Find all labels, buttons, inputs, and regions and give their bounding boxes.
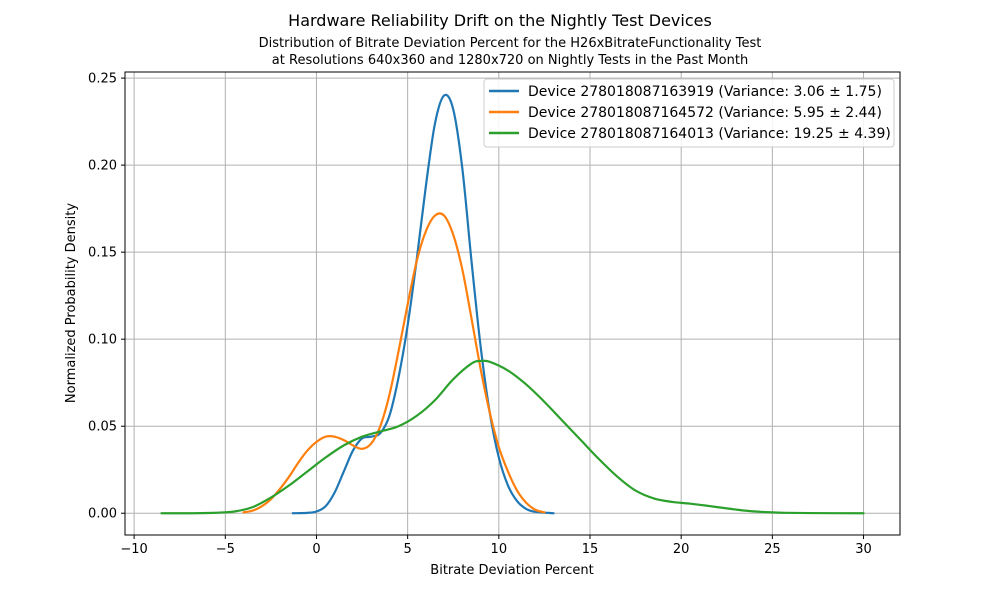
series-line-3 [160,359,865,515]
legend-label-2: Device 278018087164572 (Variance: 5.95 ±… [528,105,882,121]
y-tick-label: 0.25 [88,72,117,87]
x-tick-label: 15 [582,542,599,557]
x-axis-label: Bitrate Deviation Percent [430,563,593,578]
x-tick-label: 20 [673,542,690,557]
legend-box [483,78,895,148]
y-tick-label: 0.20 [88,159,117,174]
series-line-1 [291,93,555,515]
legend: Device 278018087163919 (Variance: 3.06 ±… [483,78,895,148]
y-tick-label: 0.05 [88,420,117,435]
x-tick-label: 10 [491,542,508,557]
y-tick-label: 0.00 [88,507,117,522]
x-tick-label: 25 [764,542,781,557]
legend-label-3: Device 278018087164013 (Variance: 19.25 … [528,126,891,142]
x-tick-label: 0 [312,542,320,557]
x-tick-label: 30 [855,542,872,557]
chart-title: Hardware Reliability Drift on the Nightl… [288,11,712,30]
legend-label-1: Device 278018087163919 (Variance: 3.06 ±… [528,84,882,100]
chart-subtitle-line-1: Distribution of Bitrate Deviation Percen… [259,36,762,51]
series-line-2 [242,212,546,514]
x-tick-label: 5 [404,542,412,557]
y-axis-label: Normalized Probability Density [64,203,79,403]
chart-subtitle-line-2: at Resolutions 640x360 and 1280x720 on N… [272,53,748,68]
series-lines [160,93,865,515]
axis-ticks: −10 −5 0 5 10 15 20 25 30 0.00 0.05 0.10 0.15 0.20 0.2… [88,72,872,557]
x-tick-label: −5 [216,542,235,557]
y-tick-label: 0.10 [88,333,117,348]
x-tick-label: −10 [120,542,147,557]
plot-frame [124,71,901,536]
y-tick-label: 0.15 [88,246,117,261]
